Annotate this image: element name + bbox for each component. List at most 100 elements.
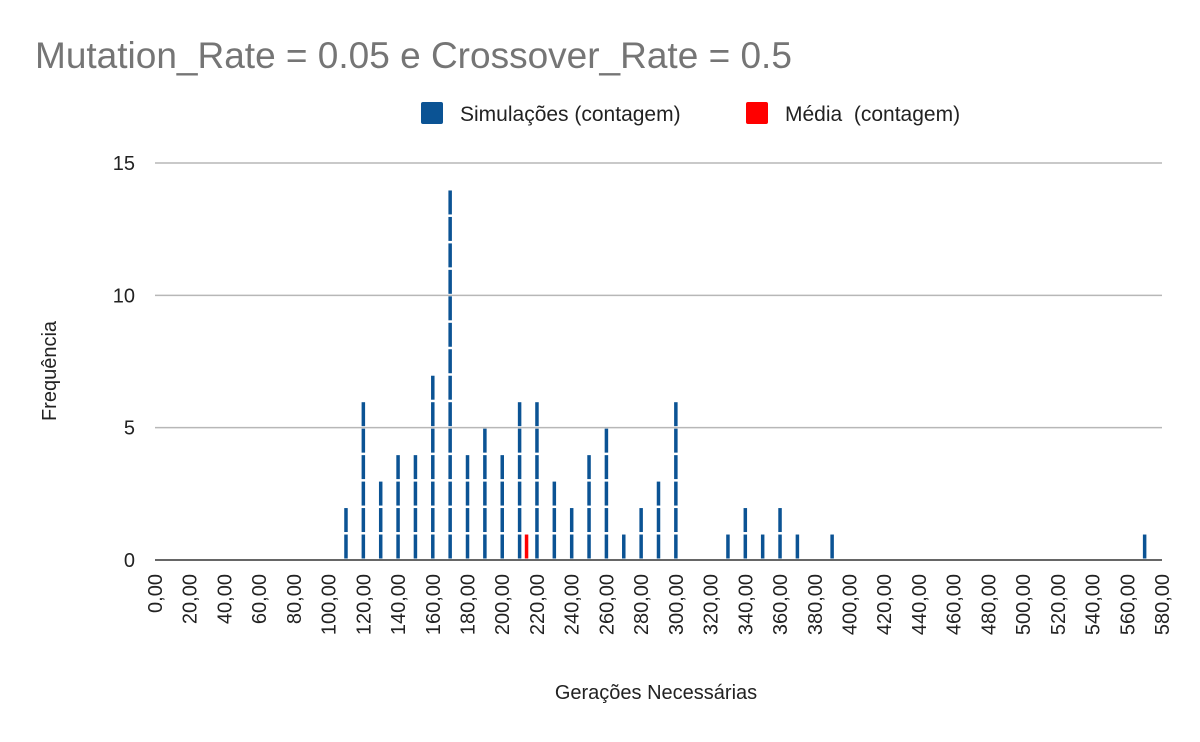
bar-segment	[448, 190, 452, 215]
bar-simulacoes	[483, 428, 487, 559]
bar-segment	[587, 508, 591, 533]
bar-segment	[1142, 534, 1147, 559]
x-tick-label: 580,00	[1152, 574, 1174, 635]
bar-segment	[431, 455, 435, 480]
bar-segment	[552, 481, 557, 506]
bar-simulacoes	[656, 481, 661, 559]
bar-segment	[448, 322, 452, 347]
bar-segment	[604, 428, 609, 453]
x-tick-label: 520,00	[1048, 574, 1070, 635]
bar-segment	[448, 402, 452, 427]
bar-simulacoes	[552, 481, 557, 559]
x-tick-label: 180,00	[458, 574, 480, 635]
bar-segment	[535, 455, 539, 480]
y-tick-label: 10	[113, 285, 135, 307]
bar-segment	[795, 534, 800, 559]
bar-segment	[535, 534, 539, 559]
x-tick-label: 460,00	[944, 574, 966, 635]
bar-segment	[361, 481, 366, 506]
bar-segment	[448, 349, 452, 374]
bar-segment	[465, 455, 470, 480]
bars	[344, 190, 1147, 559]
x-tick-label: 20,00	[180, 574, 202, 624]
bar-segment	[517, 455, 522, 480]
bar-segment	[622, 534, 626, 559]
bar-segment	[569, 534, 574, 559]
y-tick-label: 0	[124, 550, 135, 572]
x-tick-label: 340,00	[735, 574, 757, 635]
bar-segment	[604, 455, 609, 480]
bar-segment	[604, 481, 609, 506]
bar-segment	[465, 508, 470, 533]
x-tick-label: 560,00	[1117, 574, 1139, 635]
x-tick-label: 540,00	[1083, 574, 1105, 635]
x-tick-label: 480,00	[978, 574, 1000, 635]
bar-segment	[517, 481, 522, 506]
bar-segment	[535, 481, 539, 506]
x-tick-label: 80,00	[284, 574, 306, 624]
bar-segment	[552, 534, 557, 559]
bar-segment	[396, 534, 400, 559]
bar-segment	[726, 534, 730, 559]
bar-segment	[396, 481, 400, 506]
bar-segment	[656, 481, 661, 506]
bar-segment	[517, 428, 522, 453]
x-tick-label: 220,00	[527, 574, 549, 635]
bar-segment	[535, 402, 539, 427]
x-tick-label: 120,00	[353, 574, 375, 635]
bar-segment	[760, 534, 765, 559]
bar-segment	[396, 508, 400, 533]
bar-segment	[431, 534, 435, 559]
bar-simulacoes	[604, 428, 609, 559]
bar-segment	[483, 534, 487, 559]
bar-segment	[448, 243, 452, 268]
bar-segment	[535, 428, 539, 453]
bar-segment	[500, 455, 504, 480]
bar-segment	[413, 508, 418, 533]
bar-segment	[448, 455, 452, 480]
y-axis-title: Frequência	[39, 320, 61, 421]
bar-simulacoes	[517, 402, 522, 559]
x-tick-label: 360,00	[770, 574, 792, 635]
bar-segment	[552, 508, 557, 533]
bar-segment	[344, 534, 348, 559]
bar-segment	[361, 534, 366, 559]
x-tick-label: 0,00	[145, 574, 167, 613]
bar-segment	[587, 481, 591, 506]
x-tick-label: 40,00	[214, 574, 236, 624]
bar-segment	[743, 534, 748, 559]
bar-segment	[517, 508, 522, 533]
bar-segment	[743, 508, 748, 533]
bar-segment	[431, 402, 435, 427]
bar-segment	[483, 428, 487, 453]
x-tick-label: 160,00	[423, 574, 445, 635]
bar-simulacoes	[587, 455, 591, 559]
bar-segment	[483, 508, 487, 533]
bar-simulacoes	[396, 455, 400, 559]
x-tick-label: 300,00	[666, 574, 688, 635]
bar-segment	[448, 534, 452, 559]
bar-segment	[656, 534, 661, 559]
chart-title: Mutation_Rate = 0.05 e Crossover_Rate = …	[35, 35, 792, 76]
bar-simulacoes	[535, 402, 539, 559]
bar-segment	[587, 534, 591, 559]
bar-simulacoes	[465, 455, 470, 559]
y-axis-ticks: 0 5 10 15	[113, 153, 135, 572]
bar-segment	[448, 296, 452, 321]
bar-segment	[778, 508, 782, 533]
bar-simulacoes	[344, 508, 348, 559]
bar-segment	[361, 455, 366, 480]
bar-segment	[483, 455, 487, 480]
bar-simulacoes	[448, 190, 452, 559]
bar-segment	[569, 508, 574, 533]
x-axis-title: Gerações Necessárias	[555, 682, 757, 704]
bar-segment	[431, 428, 435, 453]
bar-segment	[431, 508, 435, 533]
x-tick-label: 60,00	[249, 574, 271, 624]
bar-segment	[604, 534, 609, 559]
y-tick-label: 15	[113, 153, 135, 175]
bar-segment	[517, 534, 522, 559]
bar-segment	[413, 481, 418, 506]
x-tick-label: 200,00	[492, 574, 514, 635]
